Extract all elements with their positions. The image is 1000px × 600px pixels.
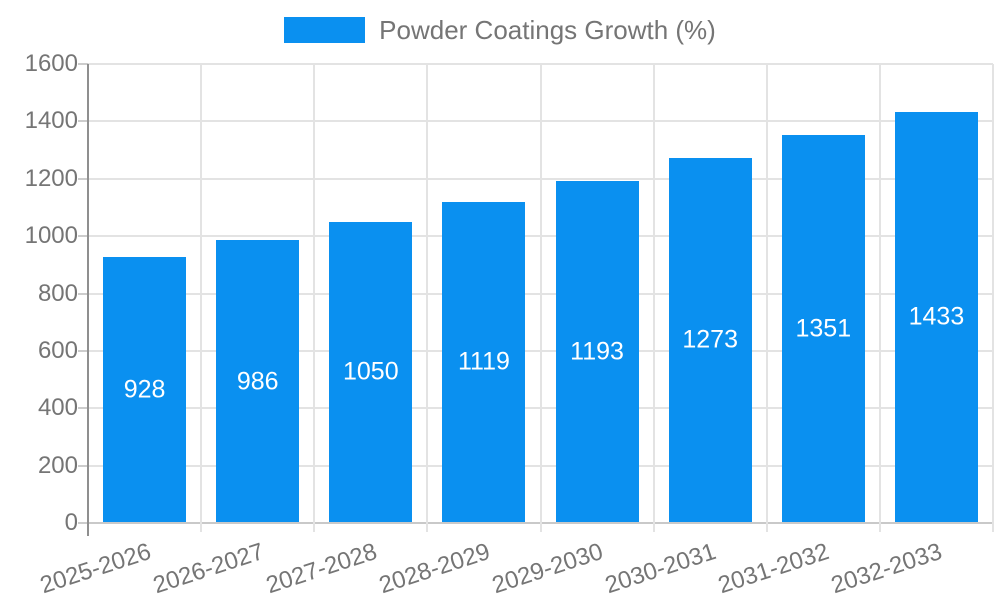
bar-2025-2026[interactable] bbox=[103, 256, 187, 522]
y-tick-label: 1400 bbox=[24, 107, 78, 135]
x-tick-label: 2025-2026 bbox=[36, 538, 154, 600]
y-tick-label: 400 bbox=[37, 394, 78, 422]
y-tick-label: 1200 bbox=[24, 164, 78, 192]
gridline-vertical bbox=[652, 64, 655, 532]
bar-value-label: 928 bbox=[123, 375, 166, 404]
y-tick-mark bbox=[78, 177, 88, 180]
y-tick-mark bbox=[78, 120, 88, 123]
gridline-vertical bbox=[992, 64, 994, 532]
y-tick-label: 1600 bbox=[24, 50, 78, 77]
bar-value-label: 986 bbox=[236, 367, 279, 396]
bar-value-label: 1273 bbox=[682, 325, 738, 354]
gridline-vertical bbox=[539, 64, 542, 532]
legend: Powder Coatings Growth (%) bbox=[0, 14, 1000, 46]
bar-2032-2033[interactable] bbox=[894, 111, 978, 522]
legend-label: Powder Coatings Growth (%) bbox=[379, 15, 716, 45]
bar-2031-2032[interactable] bbox=[781, 135, 865, 522]
y-axis-line bbox=[87, 64, 89, 536]
y-tick-mark bbox=[78, 349, 88, 352]
bar-value-label: 1433 bbox=[908, 302, 965, 331]
bar-value-label: 1119 bbox=[457, 347, 510, 376]
bar-value-label: 1351 bbox=[795, 314, 852, 343]
gridline-vertical bbox=[200, 64, 203, 532]
x-tick-label: 2031-2032 bbox=[715, 538, 833, 600]
bar-2029-2030[interactable] bbox=[555, 180, 639, 522]
y-tick-label: 1000 bbox=[24, 222, 78, 250]
gridline-vertical bbox=[765, 64, 768, 532]
gridline-vertical bbox=[878, 64, 881, 532]
bar-value-label: 1193 bbox=[570, 337, 624, 366]
y-tick-mark bbox=[78, 63, 88, 65]
bar-2027-2028[interactable] bbox=[329, 221, 413, 522]
y-tick-mark bbox=[78, 522, 88, 524]
y-tick-label: 200 bbox=[37, 451, 78, 479]
y-tick-mark bbox=[78, 464, 88, 467]
x-tick-label: 2028-2029 bbox=[375, 538, 494, 600]
bar-value-label: 1050 bbox=[343, 357, 399, 386]
bar-2028-2029[interactable] bbox=[442, 201, 526, 522]
y-tick-label: 0 bbox=[64, 509, 78, 536]
y-tick-mark bbox=[78, 407, 88, 410]
x-tick-label: 2032-2033 bbox=[828, 538, 946, 600]
y-tick-mark bbox=[78, 235, 88, 238]
y-tick-label: 800 bbox=[37, 279, 78, 307]
x-tick-label: 2027-2028 bbox=[262, 538, 381, 600]
x-tick-label: 2029-2030 bbox=[488, 538, 607, 600]
bar-2026-2027[interactable] bbox=[216, 240, 300, 522]
bar-2030-2031[interactable] bbox=[668, 157, 752, 522]
y-tick-label: 600 bbox=[37, 336, 78, 364]
x-tick-label: 2030-2031 bbox=[602, 538, 720, 600]
y-tick-mark bbox=[78, 292, 88, 295]
gridline-vertical bbox=[313, 64, 316, 532]
x-tick-label: 2026-2027 bbox=[149, 538, 268, 600]
legend-swatch bbox=[284, 17, 366, 43]
gridline-vertical bbox=[426, 64, 429, 532]
